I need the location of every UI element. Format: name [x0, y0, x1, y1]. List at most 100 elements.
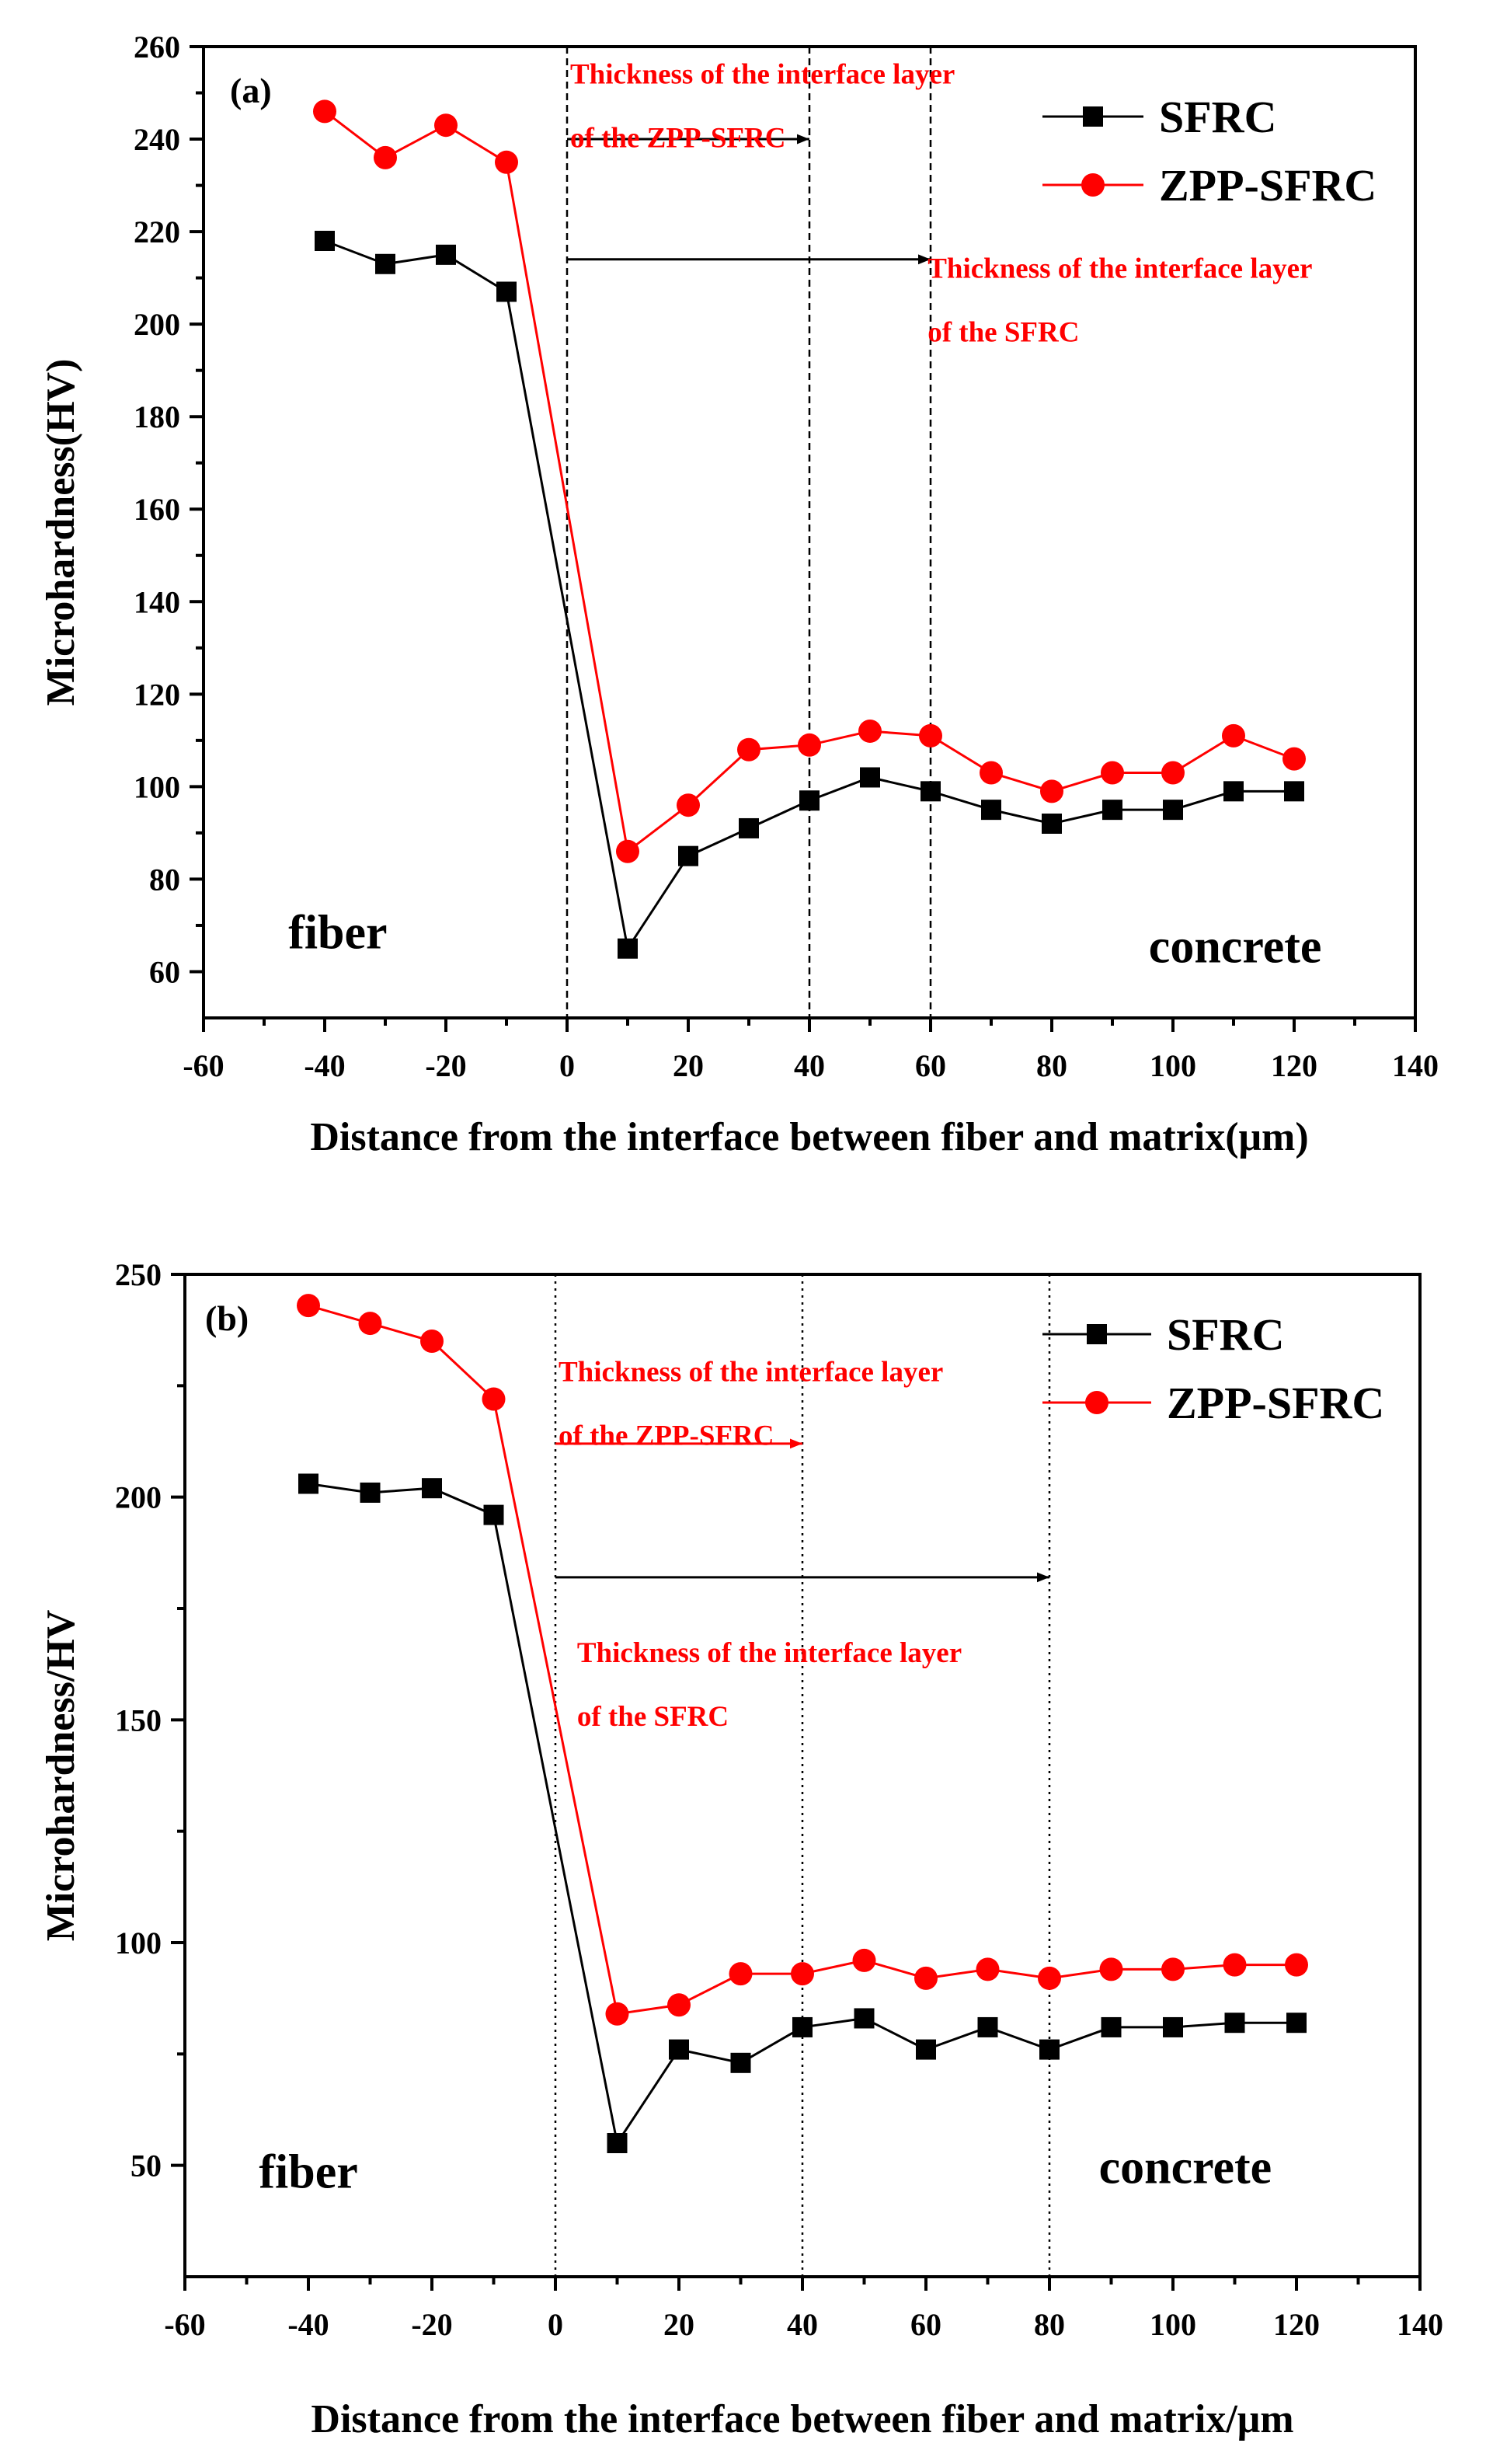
data-point-SFRC [1039, 2039, 1060, 2060]
series-line-ZPP-SFRC [308, 1304, 1296, 2016]
y-tick-label: 150 [115, 1702, 162, 1737]
x-tick-label: -40 [287, 2307, 329, 2342]
annotation-text: Thickness of the interface layer [570, 59, 955, 91]
annotation-text: Thickness of the interface layer [559, 1357, 943, 1389]
annotation-text: Thickness of the interface layer [577, 1637, 962, 1669]
data-point-ZPP-SFRC [1285, 1953, 1308, 1977]
series-line-ZPP-SFRC [324, 110, 1295, 854]
data-point-ZPP-SFRC [313, 99, 336, 124]
data-point-ZPP-SFRC [677, 793, 700, 817]
data-point-ZPP-SFRC [1223, 1953, 1247, 1977]
data-point-SFRC [1042, 814, 1062, 834]
legend-entry: ZPP-SFRC [1159, 160, 1376, 211]
data-point-ZPP-SFRC [798, 733, 821, 757]
y-tick-label: 80 [149, 862, 180, 897]
data-point-ZPP-SFRC [858, 719, 882, 743]
legend-entry: ZPP-SFRC [1167, 1378, 1384, 1428]
annotation-text: of the ZPP-SFRC [570, 123, 785, 155]
region-label-fiber: fiber [259, 2145, 357, 2198]
data-point-ZPP-SFRC [667, 1993, 691, 2017]
y-tick-label: 250 [115, 1257, 162, 1292]
data-point-SFRC [977, 2016, 998, 2037]
x-tick-label: -60 [164, 2307, 205, 2342]
legend-marker [1083, 106, 1103, 127]
x-tick-label: -40 [304, 1048, 345, 1083]
data-point-ZPP-SFRC [1101, 761, 1124, 785]
data-point-SFRC [1102, 800, 1122, 821]
data-point-ZPP-SFRC [616, 839, 639, 863]
data-point-ZPP-SFRC [1161, 761, 1185, 785]
data-point-SFRC [618, 938, 638, 959]
data-point-SFRC [496, 281, 517, 302]
data-point-SFRC [375, 253, 395, 274]
legend-marker [1085, 1391, 1108, 1414]
y-tick-label: 50 [131, 2149, 162, 2183]
data-point-SFRC [360, 1482, 381, 1503]
legend-marker [1087, 1324, 1107, 1344]
data-point-ZPP-SFRC [605, 2002, 629, 2026]
y-tick-label: 100 [115, 1926, 162, 1960]
legend-marker [1081, 173, 1105, 197]
x-tick-label: 20 [663, 2307, 694, 2342]
legend-entry: SFRC [1159, 92, 1276, 142]
x-tick-label: -20 [411, 2307, 452, 2342]
data-point-ZPP-SFRC [1040, 779, 1063, 803]
y-tick-label: 220 [134, 214, 180, 249]
data-point-SFRC [422, 1478, 442, 1499]
data-point-ZPP-SFRC [791, 1962, 814, 1986]
x-tick-label: 0 [548, 2307, 563, 2342]
data-point-SFRC [678, 845, 698, 866]
data-point-SFRC [483, 1504, 504, 1525]
region-label-concrete: concrete [1099, 2142, 1272, 2194]
x-tick-label: 120 [1271, 1048, 1317, 1083]
x-tick-label: 140 [1392, 1048, 1439, 1083]
x-tick-label: 100 [1150, 2307, 1196, 2342]
x-axis-title: Distance from the interface between fibe… [310, 1115, 1308, 1159]
data-point-SFRC [298, 1473, 318, 1494]
data-point-SFRC [916, 2039, 936, 2060]
x-tick-label: 20 [673, 1048, 704, 1083]
x-tick-label: -20 [425, 1048, 466, 1083]
series-line-SFRC [324, 239, 1294, 952]
y-tick-label: 180 [134, 399, 180, 434]
data-point-ZPP-SFRC [297, 1294, 320, 1318]
x-tick-label: 40 [794, 1048, 825, 1083]
data-point-SFRC [1163, 800, 1183, 821]
data-point-SFRC [739, 817, 759, 838]
x-tick-label: 140 [1397, 2307, 1443, 2342]
y-tick-label: 120 [134, 677, 180, 712]
x-tick-label: 80 [1036, 1048, 1067, 1083]
data-point-SFRC [860, 767, 880, 788]
data-point-ZPP-SFRC [1282, 747, 1306, 771]
y-axis-title: Microhardness/HV [39, 1610, 83, 1942]
annotation-text: of the SFRC [577, 1701, 729, 1733]
y-tick-label: 240 [134, 122, 180, 157]
panel-label: (b) [205, 1298, 249, 1338]
data-point-ZPP-SFRC [976, 1957, 1000, 1981]
data-point-SFRC [730, 2052, 751, 2073]
data-point-SFRC [1101, 2016, 1122, 2037]
data-point-SFRC [315, 231, 335, 251]
data-point-SFRC [1224, 2013, 1245, 2034]
series-line-SFRC [308, 1482, 1296, 2146]
y-tick-label: 200 [115, 1480, 162, 1515]
panel-label: (a) [230, 71, 272, 110]
y-tick-label: 260 [134, 30, 180, 64]
chart-a: -60 -40 -20 0 20 40 60 80 100 120 140 60 80 100 120 140… [39, 30, 1439, 1159]
x-axis-title: Distance from the interface between fibe… [311, 2397, 1293, 2441]
data-point-ZPP-SFRC [482, 1387, 506, 1411]
chart-b: -60 -40 -20 0 20 40 60 80 100 120 140 50 100 150 200 25… [39, 1257, 1443, 2441]
y-tick-label: 200 [134, 307, 180, 342]
annotation-text: Thickness of the interface layer [927, 253, 1312, 285]
data-point-SFRC [1286, 2013, 1307, 2034]
y-tick-label: 100 [134, 769, 180, 804]
x-tick-label: 120 [1273, 2307, 1320, 2342]
x-tick-label: 80 [1034, 2307, 1065, 2342]
data-point-SFRC [921, 781, 941, 802]
x-tick-label: 60 [915, 1048, 946, 1083]
x-tick-label: 60 [910, 2307, 941, 2342]
data-point-ZPP-SFRC [914, 1966, 938, 1990]
x-tick-label: -60 [183, 1048, 224, 1083]
data-point-ZPP-SFRC [919, 723, 942, 748]
data-point-SFRC [854, 2008, 875, 2029]
